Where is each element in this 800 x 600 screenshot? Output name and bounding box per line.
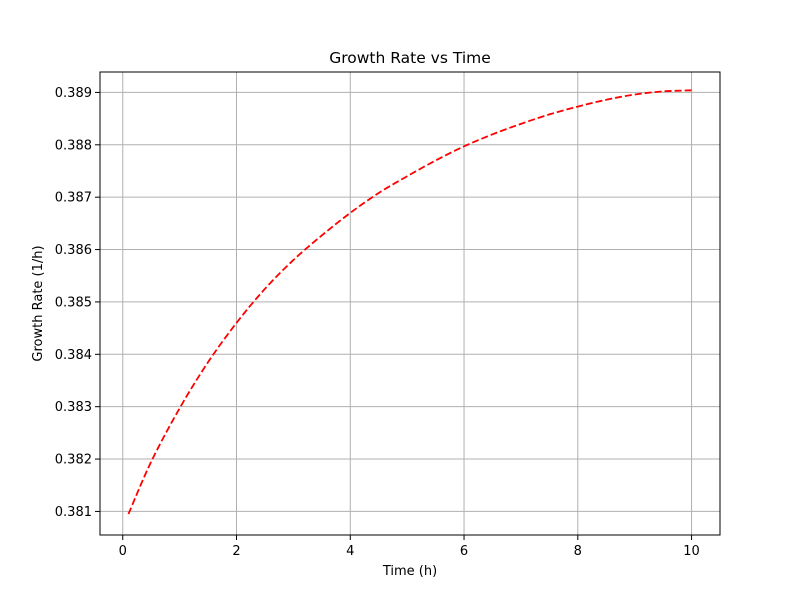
y-tick-label: 0.389 xyxy=(55,86,92,101)
chart-title: Growth Rate vs Time xyxy=(329,49,491,67)
y-axis-label: Growth Rate (1/h) xyxy=(31,245,46,361)
x-tick-label: 8 xyxy=(574,544,582,559)
series-layer xyxy=(127,89,692,515)
x-tick-label: 6 xyxy=(460,544,468,559)
plot-frame xyxy=(99,71,721,536)
tick-layer: 0 2 4 6 8 10 0.381 0.382 0.383 0.384 0.385 0.386 0.3… xyxy=(55,86,700,559)
y-tick-label: 0.387 xyxy=(55,191,92,206)
y-tick-label: 0.384 xyxy=(55,348,92,363)
y-tick-label: 0.382 xyxy=(55,453,92,468)
x-tick-label: 10 xyxy=(683,544,700,559)
x-tick-label: 0 xyxy=(119,544,127,559)
y-tick-label: 0.383 xyxy=(55,400,92,415)
x-tick-label: 4 xyxy=(346,544,354,559)
y-tick-label: 0.381 xyxy=(55,505,92,520)
x-axis-label: Time (h) xyxy=(382,564,437,579)
y-tick-label: 0.388 xyxy=(55,138,92,153)
x-tick-label: 2 xyxy=(232,544,240,559)
y-tick-label: 0.386 xyxy=(55,243,92,258)
series-line xyxy=(127,89,692,515)
y-tick-label: 0.385 xyxy=(55,295,92,310)
grid-layer xyxy=(100,72,720,535)
